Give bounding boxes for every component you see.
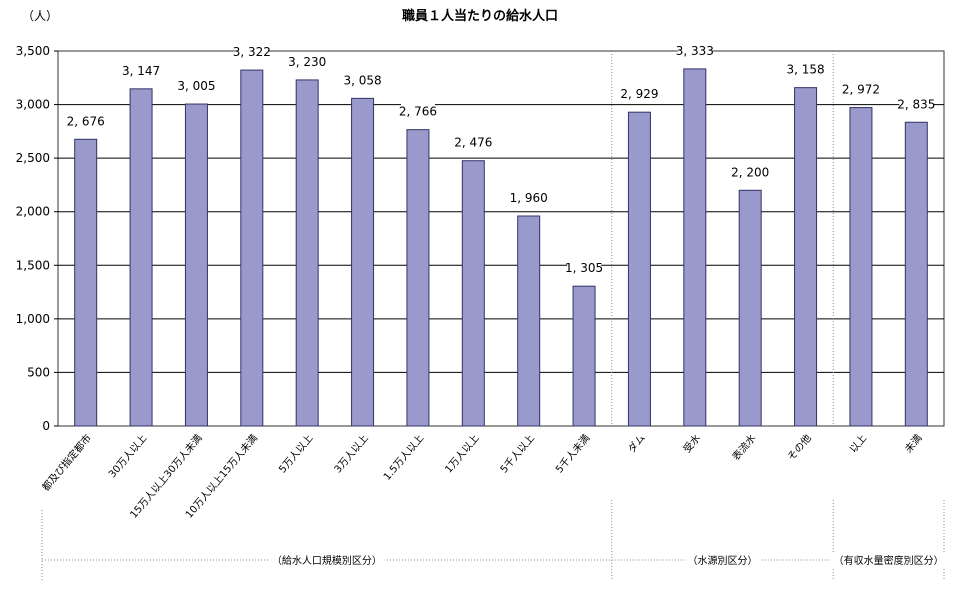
category-label: その他	[785, 432, 814, 463]
data-label-bg	[677, 42, 712, 58]
data-label-bg	[511, 190, 546, 205]
group-label: （給水人口規模別区分）	[272, 554, 382, 567]
category-label: 1万人以上	[443, 432, 482, 475]
bar	[572, 285, 596, 427]
data-label: 2, 929	[620, 87, 658, 101]
bar	[794, 87, 818, 427]
bar	[849, 107, 873, 427]
category-label: 1.5万人以上	[381, 432, 426, 483]
data-label: 2, 476	[454, 136, 492, 150]
bar	[406, 129, 430, 427]
data-label-bg	[68, 113, 103, 129]
data-label-bg	[234, 44, 269, 60]
category-label: 受水	[681, 432, 703, 455]
bar	[683, 68, 707, 427]
y-tick-label: 2,000	[16, 205, 50, 219]
bar	[627, 111, 651, 427]
data-label: 3, 147	[122, 64, 160, 78]
bar	[74, 138, 98, 427]
data-label: 3, 158	[786, 63, 824, 77]
data-label: 3, 333	[676, 44, 714, 58]
category-label: 5万人以上	[276, 432, 315, 475]
bar	[738, 189, 762, 427]
data-label-bg	[290, 53, 325, 69]
category-label: 未満	[903, 432, 925, 455]
y-tick-label: 2,500	[16, 151, 50, 165]
bar	[129, 88, 153, 427]
y-tick-label: 3,500	[16, 44, 50, 58]
data-label: 2, 835	[897, 97, 935, 111]
bar	[904, 121, 928, 427]
category-label: 以上	[847, 432, 869, 455]
group-label: （水源別区分）	[688, 554, 758, 567]
data-label-bg	[456, 134, 491, 150]
data-label: 1, 960	[510, 191, 548, 205]
data-label-bg	[788, 61, 823, 77]
bar	[517, 215, 541, 427]
data-label-bg	[345, 72, 380, 88]
bar	[461, 160, 485, 427]
category-label: 表流水	[729, 432, 758, 463]
data-label: 3, 058	[343, 73, 381, 87]
data-label-bg	[567, 260, 602, 276]
category-label: 都及び指定都市	[39, 432, 94, 494]
y-tick-label: 500	[27, 365, 50, 379]
y-tick-label: 0	[42, 419, 50, 433]
y-tick-label: 3,000	[16, 98, 50, 112]
y-tick-label: 1,500	[16, 258, 50, 272]
data-label-bg	[124, 62, 159, 78]
data-label: 3, 005	[177, 79, 215, 93]
group-label-bg	[684, 552, 761, 568]
data-label-bg	[179, 78, 214, 94]
group-label-bg	[830, 552, 947, 568]
data-label: 2, 972	[842, 83, 880, 97]
category-label: ダム	[625, 432, 648, 456]
group-label: （有収水量密度別区分）	[834, 554, 944, 567]
group-label-bg	[268, 552, 385, 568]
bar	[351, 97, 375, 427]
data-label-bg	[400, 103, 435, 119]
data-label-bg	[733, 164, 768, 180]
data-label: 3, 322	[233, 45, 271, 59]
category-label: 5千人未満	[553, 432, 592, 475]
data-label-bg	[622, 86, 657, 102]
data-label-bg	[843, 81, 878, 97]
data-label-bg	[899, 96, 934, 112]
plot-area: 0 500 1,000 1,500 2,000 2,500 3,000 3,500 2, 676…	[16, 42, 947, 580]
data-label: 2, 766	[399, 105, 437, 119]
category-label: 5千人以上	[498, 432, 537, 475]
chart-title: 職員１人当たりの給水人口	[402, 8, 558, 24]
data-label: 1, 305	[565, 261, 603, 275]
y-tick-label: 1,000	[16, 312, 50, 326]
y-axis-unit: （人）	[22, 9, 58, 23]
data-label: 2, 200	[731, 165, 769, 179]
category-label: 3万人以上	[332, 432, 371, 475]
data-label: 3, 230	[288, 55, 326, 69]
category-label: 30万人以上	[106, 432, 149, 480]
bar	[295, 79, 319, 427]
bar	[184, 103, 208, 427]
bar	[240, 69, 264, 427]
data-label: 2, 676	[67, 114, 105, 128]
